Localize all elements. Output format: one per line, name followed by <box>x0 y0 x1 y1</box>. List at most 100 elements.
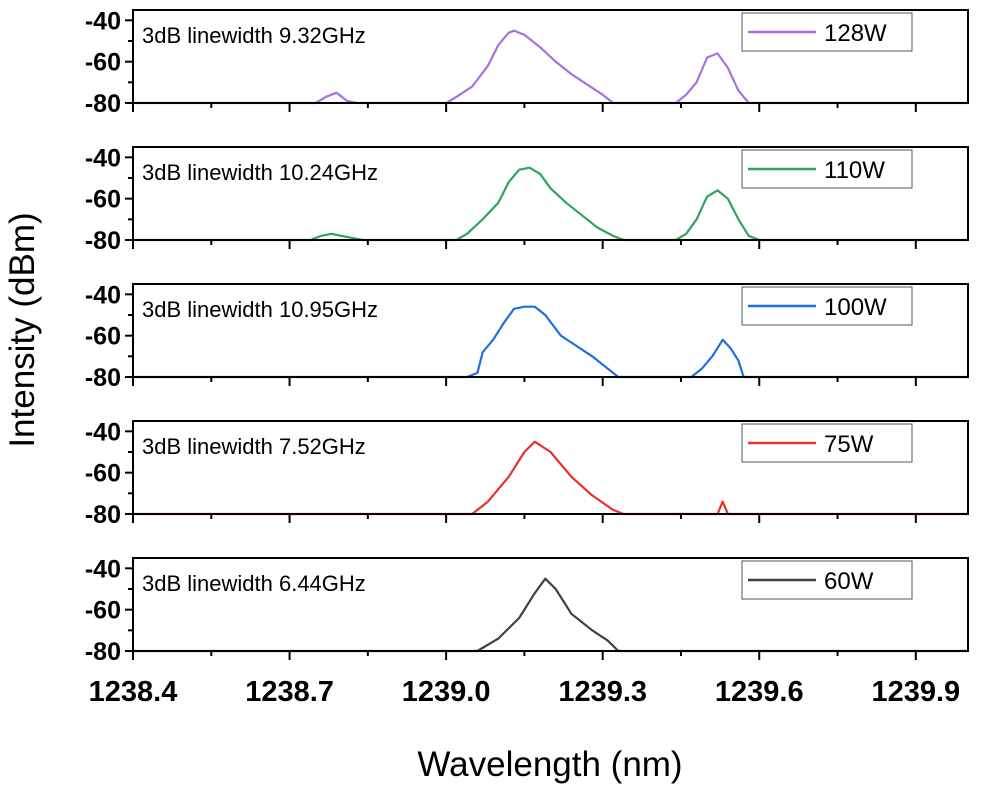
linewidth-annotation: 3dB linewidth 7.52GHz <box>142 434 366 459</box>
x-tick-label: 1239.0 <box>402 676 491 708</box>
plot-frame <box>132 283 969 378</box>
data-point <box>612 509 614 511</box>
legend-label: 75W <box>824 431 874 458</box>
data-point <box>695 218 698 221</box>
linewidth-annotation: 3dB linewidth 6.44GHz <box>142 571 366 596</box>
data-point <box>729 347 732 349</box>
data-point <box>601 93 604 96</box>
data-point <box>507 31 510 34</box>
y-tick-label: -40 <box>85 555 121 583</box>
data-point <box>539 173 541 175</box>
x-tick-label: 1238.4 <box>89 676 178 708</box>
data-point <box>721 500 724 503</box>
plot-frame <box>132 557 969 652</box>
y-tick-label: -80 <box>85 90 121 118</box>
data-point <box>607 367 609 370</box>
data-point <box>487 500 489 503</box>
legend: 60W <box>741 560 913 600</box>
data-point <box>554 60 557 63</box>
x-tick-label: 1239.6 <box>715 676 804 708</box>
data-point <box>727 197 729 200</box>
data-point <box>523 305 526 308</box>
data-point <box>513 308 515 310</box>
data-point <box>497 202 500 204</box>
data-point <box>737 359 740 362</box>
data-point <box>575 345 578 347</box>
data-point <box>570 73 573 75</box>
plot-frame <box>132 420 969 515</box>
data-point <box>570 476 573 478</box>
data-point <box>612 235 614 237</box>
data-point <box>711 355 714 358</box>
y-tick-label: -80 <box>85 501 121 529</box>
plot-frame <box>132 146 969 241</box>
data-point <box>513 29 515 32</box>
linewidth-annotation: 3dB linewidth 10.24GHz <box>142 160 378 185</box>
data-point <box>481 351 484 354</box>
data-point <box>544 577 547 580</box>
data-point <box>706 56 708 59</box>
data-point <box>481 218 484 221</box>
x-tick-label: 1239.9 <box>871 676 960 708</box>
y-tick-label: -40 <box>85 144 121 172</box>
data-point <box>325 96 327 98</box>
series-line-60W <box>133 577 968 653</box>
y-tick-label: -80 <box>85 364 121 392</box>
linewidth-annotation: 3dB linewidth 10.95GHz <box>142 297 378 322</box>
data-point <box>523 34 526 36</box>
x-tick-label: 1238.7 <box>245 676 334 708</box>
panel-5: -40 -60 -80 3dB linewidth 6.44GHz 60W <box>85 555 969 666</box>
y-tick-label: -40 <box>85 281 121 309</box>
y-tick-label: -40 <box>85 7 121 35</box>
panel-4: -40 -60 -80 3dB linewidth 7.52GHz 75W <box>85 418 969 529</box>
data-point <box>701 367 703 370</box>
x-tick-label: 1239.3 <box>558 676 647 708</box>
data-point <box>466 233 468 235</box>
data-point <box>330 233 333 235</box>
data-point <box>560 334 562 337</box>
data-point <box>685 233 687 235</box>
data-point <box>471 85 474 88</box>
data-point <box>335 91 338 94</box>
data-point <box>586 83 588 86</box>
data-point <box>748 235 750 237</box>
y-tick-label: -60 <box>85 186 121 214</box>
panel-2: -40 -60 -80 3dB linewidth 10.24GHz 110W <box>85 144 969 255</box>
data-point <box>455 96 458 98</box>
y-tick-label: -60 <box>85 49 121 77</box>
data-point <box>706 195 708 198</box>
y-tick-label: -40 <box>85 418 121 446</box>
data-point <box>607 639 609 642</box>
data-point <box>695 81 698 84</box>
data-point <box>528 166 531 169</box>
legend-label: 60W <box>824 568 874 595</box>
x-axis-label: Wavelength (nm) <box>417 745 682 784</box>
data-point <box>581 214 583 216</box>
data-point <box>591 494 594 497</box>
data-point <box>518 617 520 619</box>
data-point <box>502 322 505 325</box>
linewidth-annotation: 3dB linewidth 9.32GHz <box>142 23 366 48</box>
y-tick-label: -60 <box>85 597 121 625</box>
legend: 128W <box>741 12 913 52</box>
data-point <box>340 235 343 237</box>
y-tick-label: -60 <box>85 460 121 488</box>
data-point <box>565 202 567 204</box>
data-point <box>727 67 729 69</box>
data-point <box>554 588 557 590</box>
data-point <box>737 218 740 221</box>
data-point <box>534 440 536 443</box>
data-point <box>716 52 719 55</box>
data-point <box>320 235 322 237</box>
data-point <box>596 226 599 229</box>
y-axis-label: Intensity (dBm) <box>3 212 42 447</box>
data-point <box>539 46 541 48</box>
legend: 110W <box>741 149 913 189</box>
legend-label: 110W <box>824 157 885 184</box>
data-point <box>549 187 552 190</box>
legend-label: 100W <box>824 294 887 321</box>
data-point <box>507 476 510 478</box>
data-point <box>544 314 547 316</box>
panel-1: -40 -60 -80 3dB linewidth 9.32GHz 128W <box>85 7 969 118</box>
